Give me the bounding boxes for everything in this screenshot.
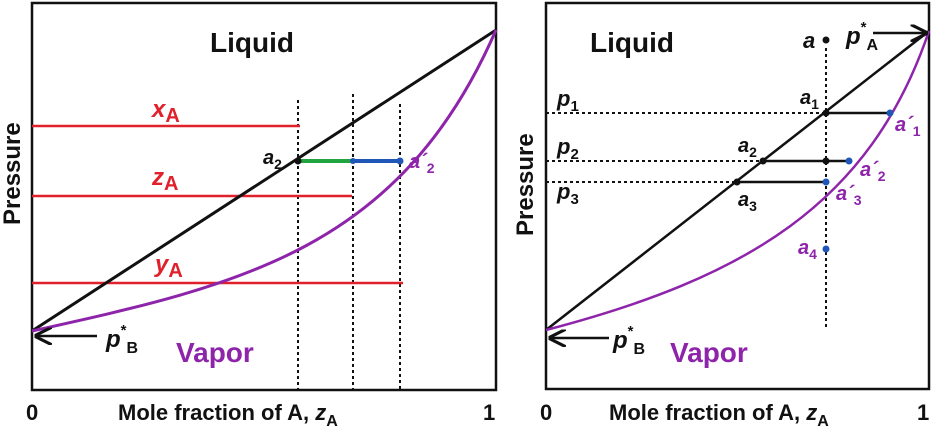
left-a2-prime-label: a´2 [409,151,435,176]
right-a1-prime-label: a´1 [895,114,921,139]
left-vapor-curve [31,29,498,333]
right-point-a2-prime [845,157,853,165]
right-a-label: a [803,28,815,53]
left-xlabel: Mole fraction of A, zA [118,400,338,427]
right-pressure-label: Pressure [512,133,539,236]
right-point-a3-prime [822,178,830,186]
right-pA-label: p*A [845,19,879,54]
left-a2-label: a2 [263,147,282,172]
right-vapor-label: Vapor [670,337,748,368]
right-vapor-curve [545,30,931,332]
right-plot-frame [544,1,931,391]
right-point-a2-mid [822,157,830,165]
right-pB-label: p*B [612,323,645,358]
right-point-a1 [822,109,830,117]
left-liquid-line [31,28,497,333]
right-point-a1-prime [886,109,894,117]
left-vapor-label: Vapor [176,337,254,368]
right-a2-prime-label: a´2 [860,159,886,184]
right-a3-label: a3 [738,189,757,214]
left-point-a2 [294,157,302,165]
left-pressure-label: Pressure [0,122,26,225]
right-p2-label: p2 [556,134,579,163]
left-tick-1: 1 [483,400,495,425]
left-diagram: Liquid Vapor Pressure Mole fraction of A… [0,1,498,427]
left-pB-label: p*B [105,322,138,357]
right-tick-0: 0 [540,400,552,425]
right-point-a [822,36,830,44]
right-p3-label: p3 [556,179,579,208]
right-point-a3 [733,178,741,186]
right-xlabel: Mole fraction of A, zA [609,400,829,427]
right-point-a2 [759,157,767,165]
right-a1-label: a1 [800,87,819,112]
right-diagram: Liquid Vapor Pressure Mole fraction of A… [512,1,931,427]
left-tick-0: 0 [26,400,38,425]
left-liquid-label: Liquid [210,27,294,58]
left-point-mid [350,158,356,164]
right-tick-1: 1 [917,400,929,425]
right-point-a4 [822,245,830,253]
left-xA-label: xA [150,96,180,127]
left-zA-label: zA [151,164,178,195]
left-yA-label: yA [154,251,183,282]
right-a4-label: a4 [798,237,817,262]
left-point-a2-prime [396,157,404,165]
right-p1-label: p1 [556,86,579,115]
right-a2-label: a2 [738,135,757,160]
right-liquid-label: Liquid [590,27,674,58]
right-a3-prime-label: a´3 [836,183,862,208]
